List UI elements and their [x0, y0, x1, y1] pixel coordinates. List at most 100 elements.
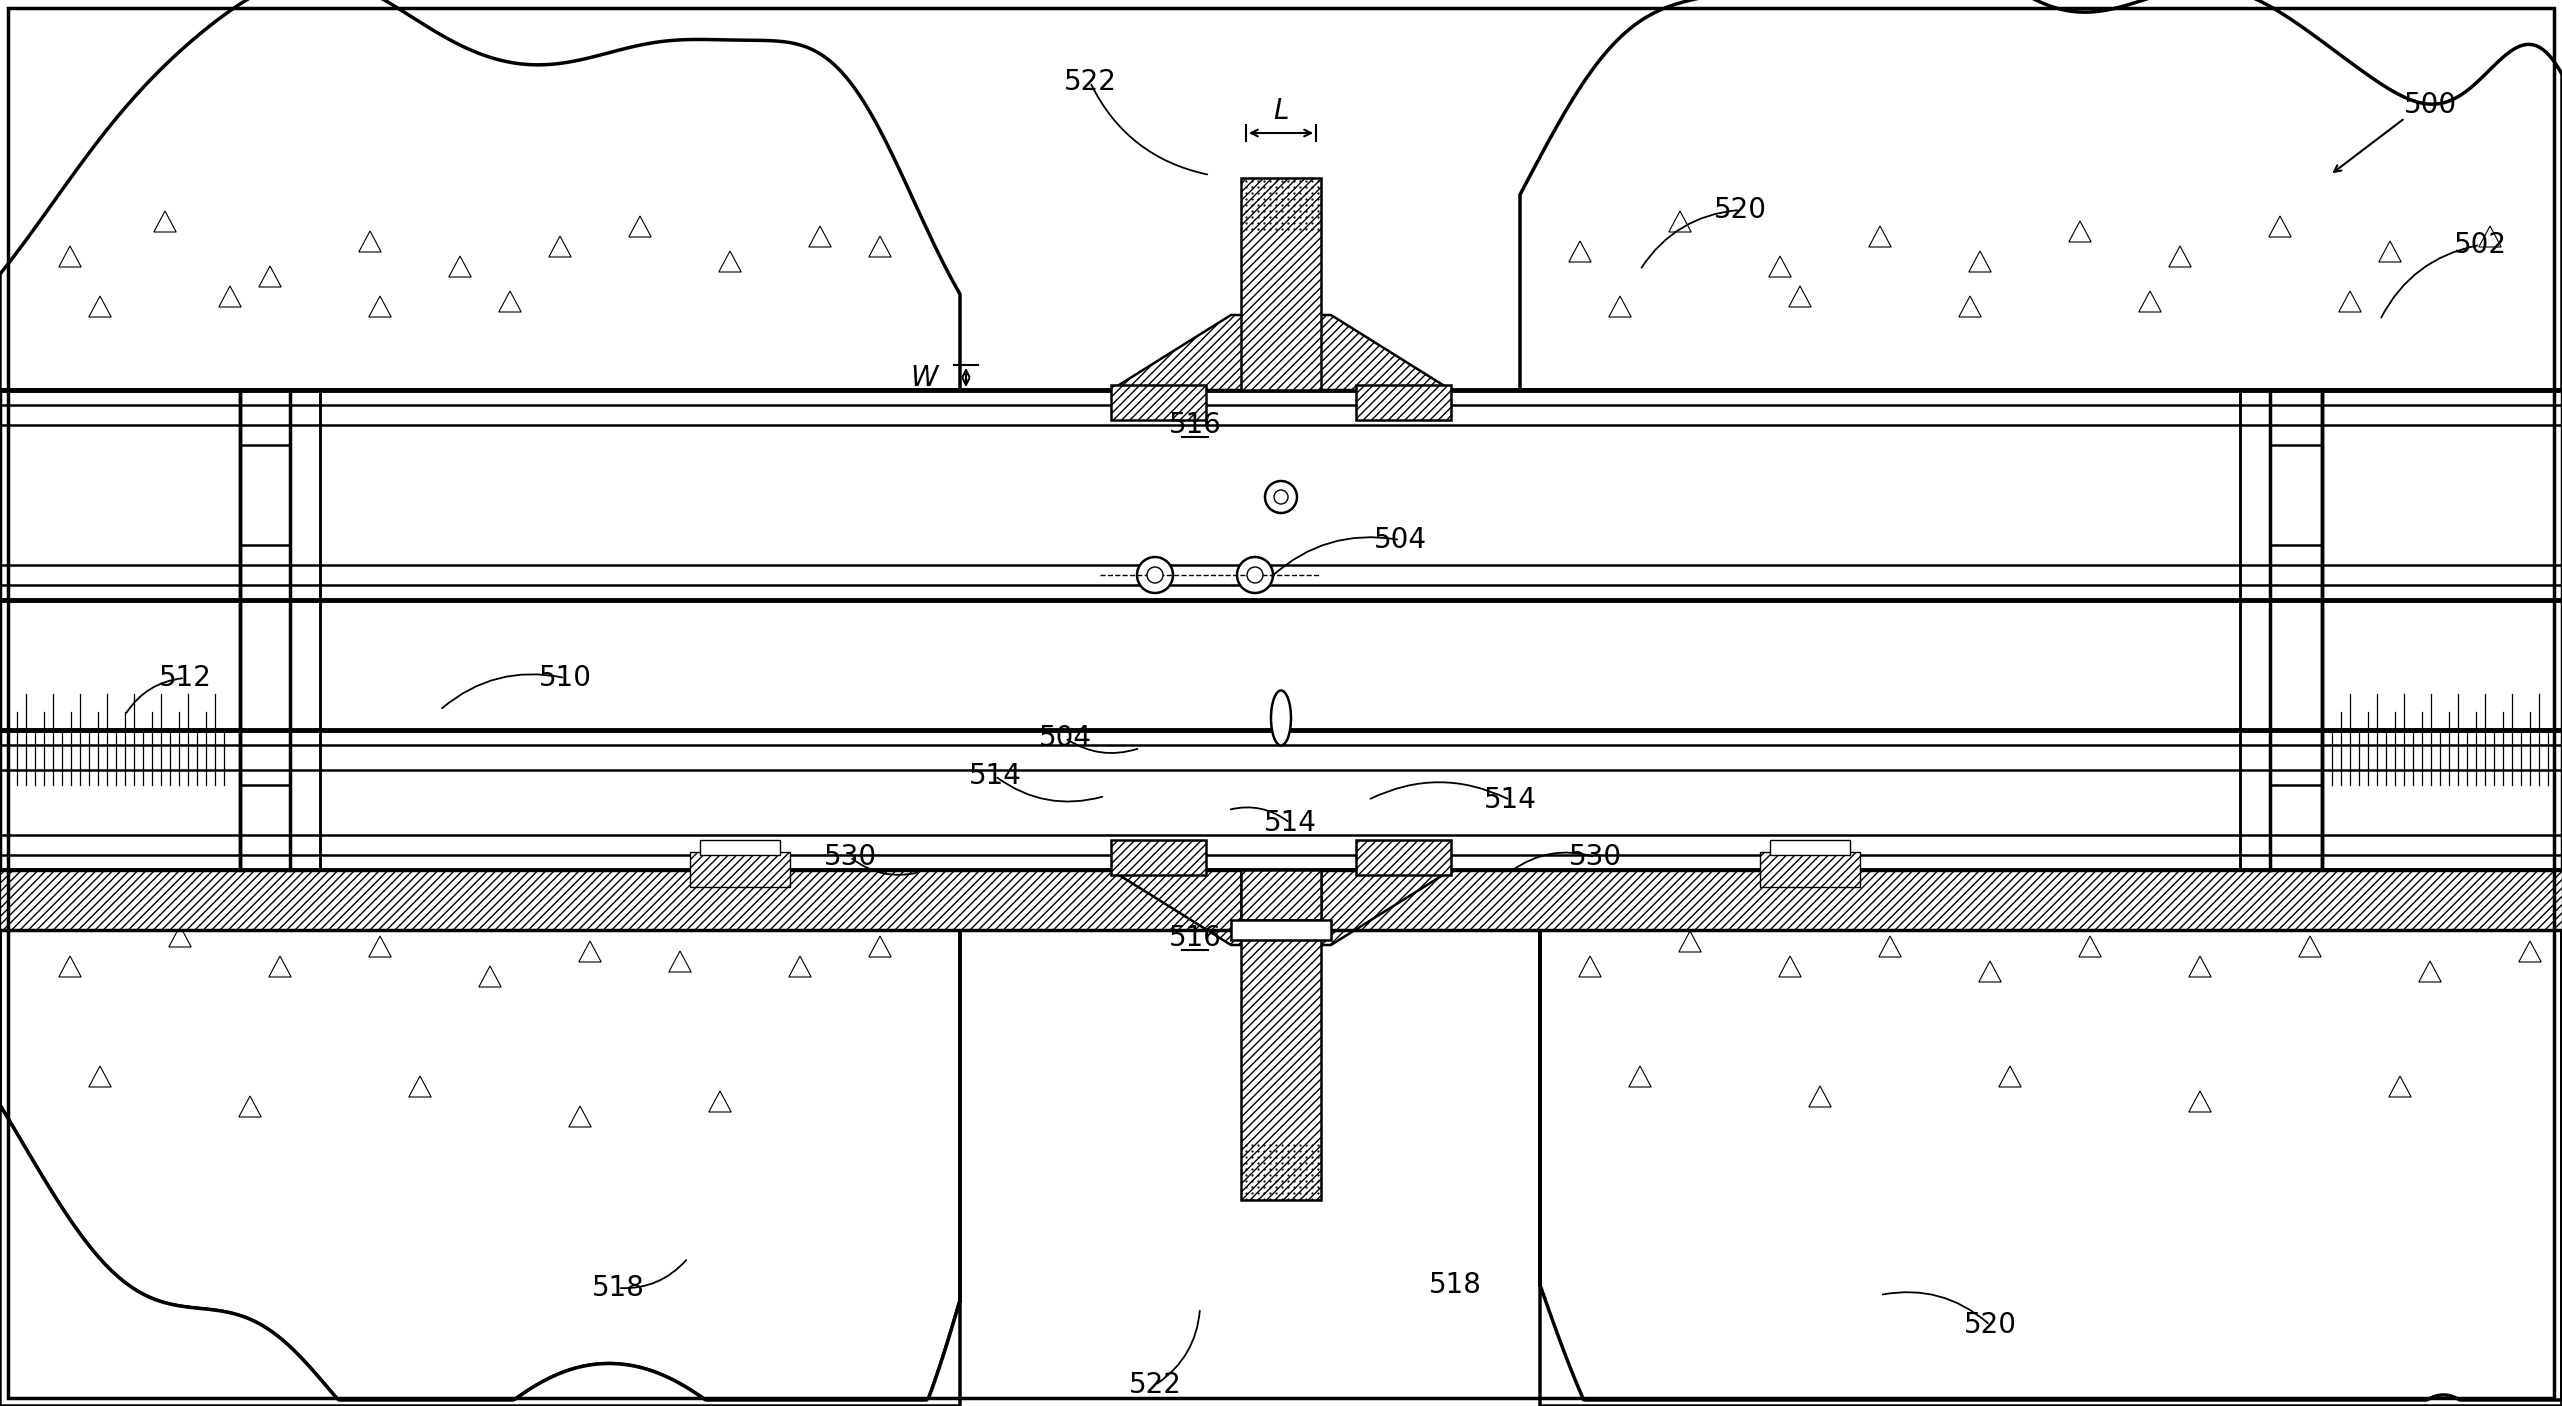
Bar — [1355, 385, 1450, 420]
Polygon shape — [2378, 240, 2401, 262]
Text: 530: 530 — [822, 844, 876, 870]
Polygon shape — [869, 236, 892, 257]
Polygon shape — [1678, 931, 1701, 952]
Text: 510: 510 — [538, 664, 592, 692]
Bar — [1240, 870, 1322, 920]
Polygon shape — [789, 956, 812, 977]
Text: 502: 502 — [2454, 231, 2506, 259]
Polygon shape — [448, 256, 471, 277]
Polygon shape — [1668, 211, 1691, 232]
Polygon shape — [1112, 870, 1450, 945]
Polygon shape — [1878, 936, 1901, 957]
Polygon shape — [154, 211, 177, 232]
Bar — [1760, 852, 1860, 887]
Bar — [689, 852, 789, 887]
Polygon shape — [569, 1107, 592, 1128]
Polygon shape — [0, 920, 961, 1400]
Polygon shape — [59, 956, 82, 977]
Polygon shape — [1609, 297, 1632, 316]
Text: W: W — [910, 364, 938, 391]
Polygon shape — [2419, 960, 2442, 981]
Text: 522: 522 — [1063, 67, 1117, 96]
Polygon shape — [369, 936, 392, 957]
Bar — [0, 389, 2562, 870]
Text: 514: 514 — [1483, 786, 1537, 814]
Polygon shape — [0, 0, 961, 389]
Polygon shape — [669, 950, 692, 972]
Polygon shape — [90, 1066, 110, 1087]
Polygon shape — [810, 226, 830, 247]
Ellipse shape — [1237, 557, 1273, 593]
Polygon shape — [1788, 285, 1811, 307]
Polygon shape — [869, 936, 892, 957]
Bar — [1230, 920, 1332, 941]
Text: 518: 518 — [1430, 1271, 1481, 1299]
Ellipse shape — [1266, 481, 1296, 513]
Bar — [290, 389, 320, 870]
Polygon shape — [2388, 1076, 2411, 1097]
Polygon shape — [1578, 956, 1601, 977]
Text: 516: 516 — [1168, 924, 1222, 952]
Text: 520: 520 — [1962, 1310, 2016, 1339]
Polygon shape — [2339, 291, 2362, 312]
Polygon shape — [1629, 1066, 1650, 1087]
Polygon shape — [269, 956, 292, 977]
Polygon shape — [1778, 956, 1801, 977]
Polygon shape — [720, 252, 740, 271]
Polygon shape — [1809, 1085, 1832, 1107]
Bar — [0, 389, 241, 870]
Text: 516: 516 — [1168, 411, 1222, 439]
Polygon shape — [479, 966, 502, 987]
Polygon shape — [1960, 297, 1980, 316]
Ellipse shape — [1138, 557, 1173, 593]
Polygon shape — [710, 1091, 730, 1112]
Text: 514: 514 — [1263, 808, 1317, 837]
Polygon shape — [2078, 936, 2101, 957]
Text: 504: 504 — [1373, 526, 1427, 554]
Polygon shape — [1978, 960, 2001, 981]
Polygon shape — [1112, 315, 1450, 389]
Bar — [2239, 389, 2270, 870]
Text: 514: 514 — [968, 762, 1022, 790]
Polygon shape — [1540, 920, 2562, 1406]
Polygon shape — [90, 297, 110, 316]
Polygon shape — [628, 217, 651, 238]
Bar — [1240, 870, 1322, 1199]
Text: 530: 530 — [1568, 844, 1622, 870]
Text: 500: 500 — [2403, 91, 2457, 120]
Ellipse shape — [1273, 491, 1289, 503]
Ellipse shape — [1148, 567, 1163, 583]
Polygon shape — [2480, 226, 2501, 247]
Bar — [1112, 385, 1207, 420]
Polygon shape — [2188, 1091, 2211, 1112]
Ellipse shape — [1271, 983, 1291, 1038]
Ellipse shape — [1271, 690, 1291, 745]
Text: 522: 522 — [1130, 1371, 1181, 1399]
Ellipse shape — [1248, 567, 1263, 583]
Bar — [1240, 179, 1322, 389]
Bar — [1355, 839, 1450, 875]
Polygon shape — [2188, 956, 2211, 977]
Polygon shape — [2270, 217, 2290, 238]
Polygon shape — [1998, 1066, 2021, 1087]
Polygon shape — [1968, 252, 1991, 271]
Polygon shape — [2139, 291, 2162, 312]
Polygon shape — [0, 920, 961, 1406]
Polygon shape — [500, 291, 520, 312]
Polygon shape — [369, 297, 392, 316]
Polygon shape — [238, 1097, 261, 1116]
Polygon shape — [218, 285, 241, 307]
Bar — [1770, 839, 1850, 855]
Polygon shape — [1868, 226, 1891, 247]
Text: 512: 512 — [159, 664, 213, 692]
Polygon shape — [2298, 936, 2321, 957]
Polygon shape — [169, 927, 192, 948]
Bar — [1112, 839, 1207, 875]
Text: 518: 518 — [592, 1274, 646, 1302]
Polygon shape — [1568, 240, 1591, 262]
Polygon shape — [359, 231, 382, 252]
Text: 504: 504 — [1038, 724, 1091, 752]
Polygon shape — [579, 941, 602, 962]
Polygon shape — [59, 246, 82, 267]
Polygon shape — [548, 236, 571, 257]
